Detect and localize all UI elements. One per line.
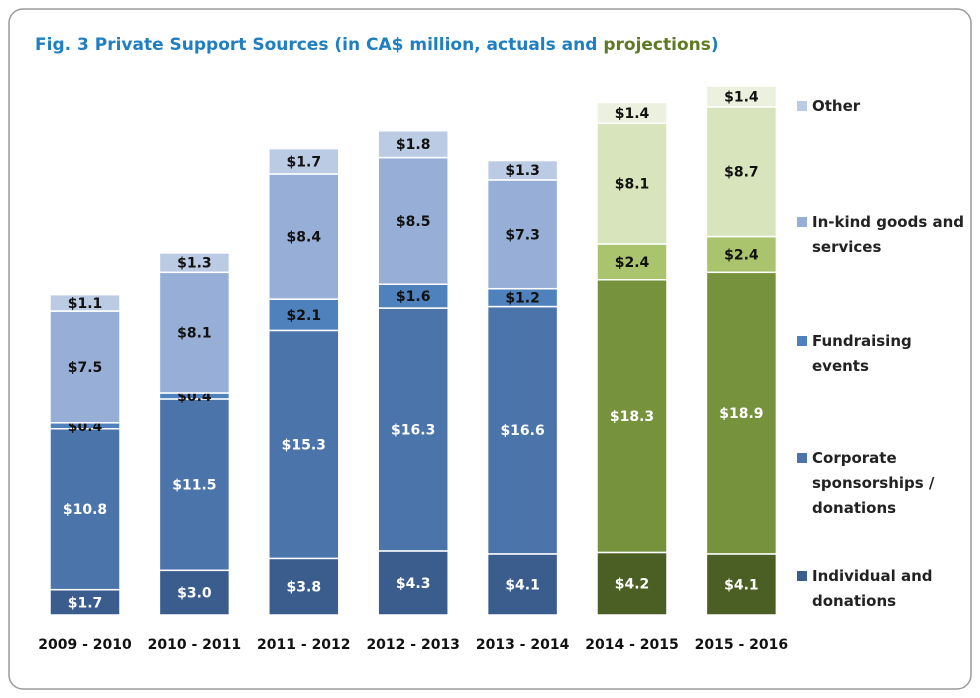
data-label: $2.1 <box>287 308 322 324</box>
data-label: $18.9 <box>719 406 763 422</box>
bar-segment <box>268 557 340 616</box>
legend-swatch <box>797 101 807 111</box>
title-part: Fig. 3 Private Support Sources (in CA$ m… <box>35 35 603 55</box>
bar-segment <box>486 179 559 290</box>
legend-label: Individual and donations <box>812 567 933 610</box>
bar-segment <box>596 101 668 125</box>
legend-swatch <box>797 453 807 463</box>
bar-segment <box>268 329 340 560</box>
bar-segment <box>158 398 231 572</box>
legend-swatch <box>797 336 807 346</box>
data-label: $1.1 <box>68 296 103 312</box>
data-label: $8.1 <box>177 326 212 342</box>
x-tick-label: 2013 - 2014 <box>476 637 570 653</box>
x-tick-label: 2009 - 2010 <box>38 637 132 653</box>
data-label: $16.3 <box>391 422 435 438</box>
bar-segment <box>705 271 778 555</box>
data-label: $1.3 <box>177 256 212 272</box>
data-label: $1.7 <box>287 154 322 170</box>
bar-segment <box>268 147 340 175</box>
data-label: $3.8 <box>287 580 322 596</box>
data-label: $1.3 <box>505 163 540 179</box>
data-label: $4.1 <box>724 577 759 593</box>
data-label: $1.7 <box>68 595 103 611</box>
x-tick-label: 2015 - 2016 <box>695 637 789 653</box>
data-label: $2.4 <box>724 247 759 263</box>
bar-segment <box>377 307 449 552</box>
data-label: $1.2 <box>505 291 540 307</box>
x-tick-label: 2012 - 2013 <box>366 637 460 653</box>
bar-segment <box>377 156 449 285</box>
data-label: $1.4 <box>615 106 650 122</box>
data-label: $1.8 <box>396 137 431 153</box>
data-label: $8.4 <box>287 230 322 246</box>
bar-segment <box>158 569 231 616</box>
bar-segment <box>486 159 559 181</box>
bar-segment <box>158 252 231 274</box>
data-label: $7.3 <box>505 227 540 243</box>
data-label: $4.2 <box>615 577 650 593</box>
bar-segment <box>268 173 340 300</box>
x-tick-label: 2011 - 2012 <box>257 637 351 653</box>
data-label: $11.5 <box>172 478 216 494</box>
bar-segment <box>596 122 668 245</box>
data-label: $3.0 <box>177 586 212 602</box>
bar-segment <box>596 279 668 554</box>
data-label: $1.4 <box>724 89 759 105</box>
data-label: $7.5 <box>68 360 103 376</box>
data-label: $4.1 <box>505 577 540 593</box>
legend-label: Fundraising events <box>812 332 912 375</box>
data-label: $8.5 <box>396 214 431 230</box>
bar-segment <box>377 130 449 159</box>
data-label: $4.3 <box>396 576 431 592</box>
data-label: $18.3 <box>610 409 654 425</box>
bar-segment <box>377 550 449 616</box>
bar-segment <box>705 235 778 274</box>
data-label: $15.3 <box>282 437 326 453</box>
legend-label: In-kind goods and services <box>812 213 965 256</box>
bar-segment <box>596 243 668 281</box>
data-label: $1.6 <box>396 289 431 305</box>
bar-segment <box>158 271 231 394</box>
legend-swatch <box>797 571 807 581</box>
bar-segment <box>705 553 778 616</box>
legend-label: Corporate sponsorships / donations <box>812 449 935 517</box>
data-label: $8.1 <box>615 177 650 193</box>
title-part: projections <box>603 35 711 55</box>
x-tick-label: 2010 - 2011 <box>148 637 242 653</box>
bar-segment <box>49 428 121 591</box>
bar-segment <box>49 293 121 312</box>
legend-swatch <box>797 217 807 227</box>
bar-segment <box>486 553 559 616</box>
data-label: $16.6 <box>500 423 544 439</box>
data-label: $2.4 <box>615 255 650 271</box>
chart-title: Fig. 3 Private Support Sources (in CA$ m… <box>35 35 719 55</box>
title-part: ) <box>711 35 719 55</box>
data-label: $8.7 <box>724 165 759 181</box>
bar-segment <box>596 551 668 616</box>
bar-segment <box>705 85 778 108</box>
bar-segment <box>49 310 121 424</box>
x-tick-label: 2014 - 2015 <box>585 637 679 653</box>
bar-segment <box>49 588 121 616</box>
legend-label: Other <box>812 97 861 115</box>
data-label: $10.8 <box>63 502 107 518</box>
